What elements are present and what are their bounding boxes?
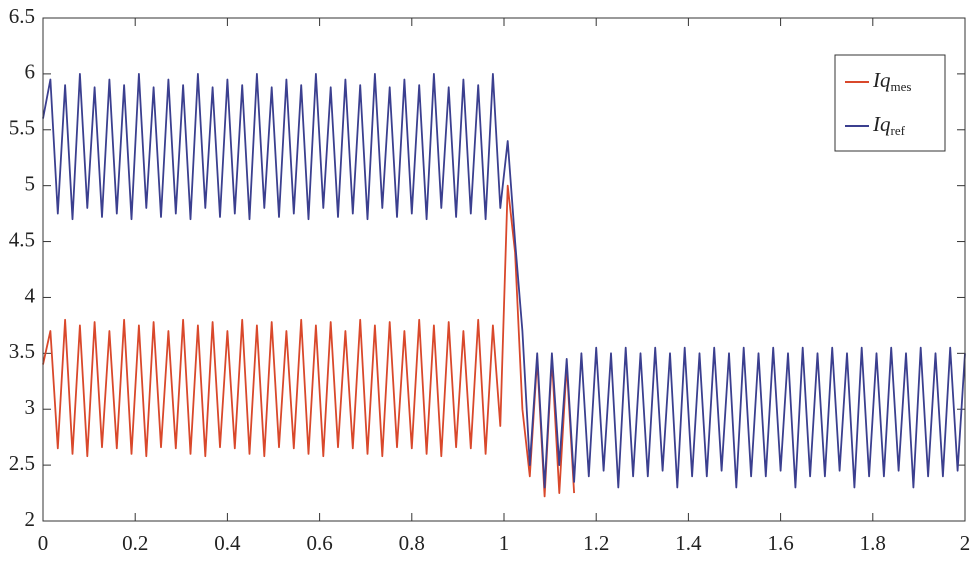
y-tick-label: 5 <box>25 171 36 195</box>
legend-subscript: ref <box>891 123 906 138</box>
x-tick-label: 0.2 <box>122 531 148 555</box>
series-line <box>42 184 575 498</box>
series-line <box>42 73 966 489</box>
x-tick-label: 0 <box>38 531 49 555</box>
y-tick-label: 4.5 <box>9 227 35 251</box>
legend-name: Iq <box>872 68 891 92</box>
x-tick-label: 0.4 <box>214 531 241 555</box>
x-tick-label: 0.6 <box>306 531 332 555</box>
y-tick-label: 2 <box>25 507 36 531</box>
y-tick-label: 5.5 <box>9 116 35 140</box>
legend-label: Iqmes <box>872 68 911 94</box>
y-tick-label: 2.5 <box>9 451 35 475</box>
x-tick-label: 1.6 <box>767 531 793 555</box>
y-tick-label: 3.5 <box>9 339 35 363</box>
y-tick-label: 6.5 <box>9 4 35 28</box>
x-tick-label: 0.8 <box>399 531 425 555</box>
y-tick-label: 3 <box>25 395 36 419</box>
legend-subscript: mes <box>891 79 912 94</box>
y-tick-label: 6 <box>25 60 36 84</box>
x-tick-label: 1 <box>499 531 510 555</box>
x-tick-label: 2 <box>960 531 971 555</box>
legend-label: Iqref <box>872 112 906 138</box>
legend-name: Iq <box>872 112 891 136</box>
x-tick-label: 1.4 <box>675 531 702 555</box>
legend-box <box>834 54 946 152</box>
x-tick-label: 1.2 <box>583 531 609 555</box>
x-tick-label: 1.8 <box>860 531 886 555</box>
y-tick-label: 4 <box>25 283 36 307</box>
plot-frame <box>42 17 966 522</box>
